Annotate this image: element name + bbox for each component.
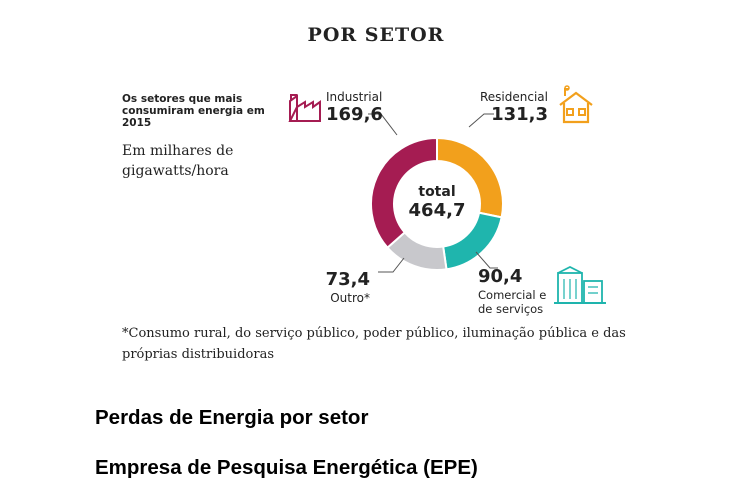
label-residencial-name: Residencial <box>480 90 548 104</box>
label-outro: 73,4 Outro* <box>318 269 370 305</box>
leader-industrial <box>368 113 398 136</box>
label-industrial-value: 169,6 <box>326 104 383 125</box>
label-residencial: Residencial 131,3 <box>468 90 548 126</box>
factory-icon <box>288 94 321 122</box>
label-comercial-value: 90,4 <box>478 266 523 287</box>
footnote: *Consumo rural, do serviço público, pode… <box>122 326 626 362</box>
center-value: 464,7 <box>409 200 466 221</box>
leader-residencial <box>468 113 494 128</box>
label-outro-value: 73,4 <box>325 269 370 290</box>
chart-units: Em milhares de gigawatts/hora <box>122 143 234 179</box>
center-label: total <box>418 184 455 200</box>
chart-heading: POR SETOR <box>307 24 445 46</box>
label-comercial-name-2: de serviços <box>478 302 544 316</box>
slice-comercial <box>442 211 503 271</box>
label-residencial-value: 131,3 <box>491 104 548 125</box>
chart-intro: Os setores que mais consumiram energia e… <box>122 93 265 129</box>
leader-comercial <box>475 251 498 269</box>
label-comercial-name-1: Comercial e <box>478 288 547 302</box>
caption-source: Empresa de Pesquisa Energética (EPE) <box>95 456 478 479</box>
caption-title: Perdas de Energia por setor <box>95 406 369 429</box>
house-icon <box>559 85 593 124</box>
building-icon <box>554 265 606 304</box>
label-industrial-name: Industrial <box>326 90 383 104</box>
label-outro-name: Outro* <box>330 291 370 305</box>
slice-industrial <box>370 136 438 250</box>
label-comercial: 90,4 Comercial e de serviços <box>478 266 546 316</box>
leader-outro <box>378 257 405 273</box>
label-industrial: Industrial 169,6 <box>326 90 383 126</box>
